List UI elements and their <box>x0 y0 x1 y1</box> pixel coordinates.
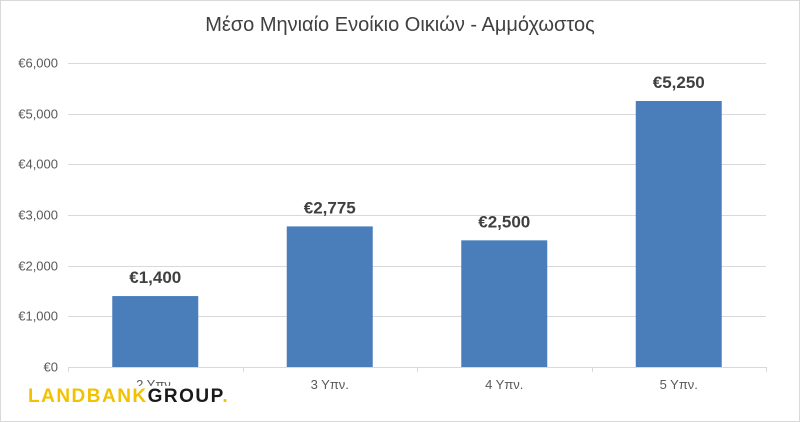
x-tick-label: 4 Υπν. <box>485 377 523 392</box>
data-label: €5,250 <box>653 73 705 92</box>
y-tick-label: €5,000 <box>18 107 58 122</box>
y-tick-label: €0 <box>44 360 58 375</box>
data-label: €2,500 <box>478 212 530 231</box>
logo-dot: . <box>222 386 230 407</box>
y-tick-label: €4,000 <box>18 157 58 172</box>
logo-text-group: GROUP <box>147 386 223 407</box>
bar <box>461 240 548 367</box>
y-tick-label: €1,000 <box>18 309 58 324</box>
landbank-group-logo: LANDBANKGROUP. <box>28 386 234 408</box>
bar <box>635 101 722 367</box>
data-label: €1,400 <box>129 268 181 287</box>
bar <box>286 226 373 367</box>
logo-text-landbank: LANDBANK <box>28 386 148 407</box>
chart-title: Μέσο Μηνιαίο Ενοίκιο Οικιών - Αμμόχωστος <box>205 14 595 36</box>
x-tick-label: 5 Υπν. <box>660 377 698 392</box>
y-tick-label: €6,000 <box>18 56 58 71</box>
data-label: €2,775 <box>304 198 356 217</box>
x-tick-label: 3 Υπν. <box>311 377 349 392</box>
bar <box>112 296 199 367</box>
y-tick-label: €2,000 <box>18 259 58 274</box>
y-tick-label: €3,000 <box>18 208 58 223</box>
